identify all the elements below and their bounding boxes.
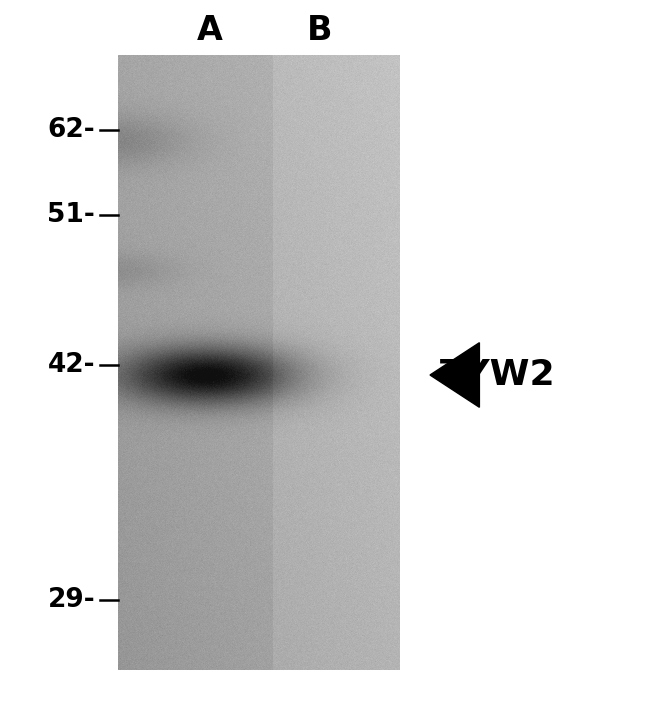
Text: 62-: 62- — [47, 117, 95, 143]
Text: B: B — [307, 13, 333, 47]
Text: TYW2: TYW2 — [440, 358, 556, 392]
Text: 42-: 42- — [47, 352, 95, 378]
Polygon shape — [430, 343, 480, 407]
Text: A: A — [197, 13, 223, 47]
Text: 51-: 51- — [47, 202, 95, 228]
Text: 29-: 29- — [47, 587, 95, 613]
